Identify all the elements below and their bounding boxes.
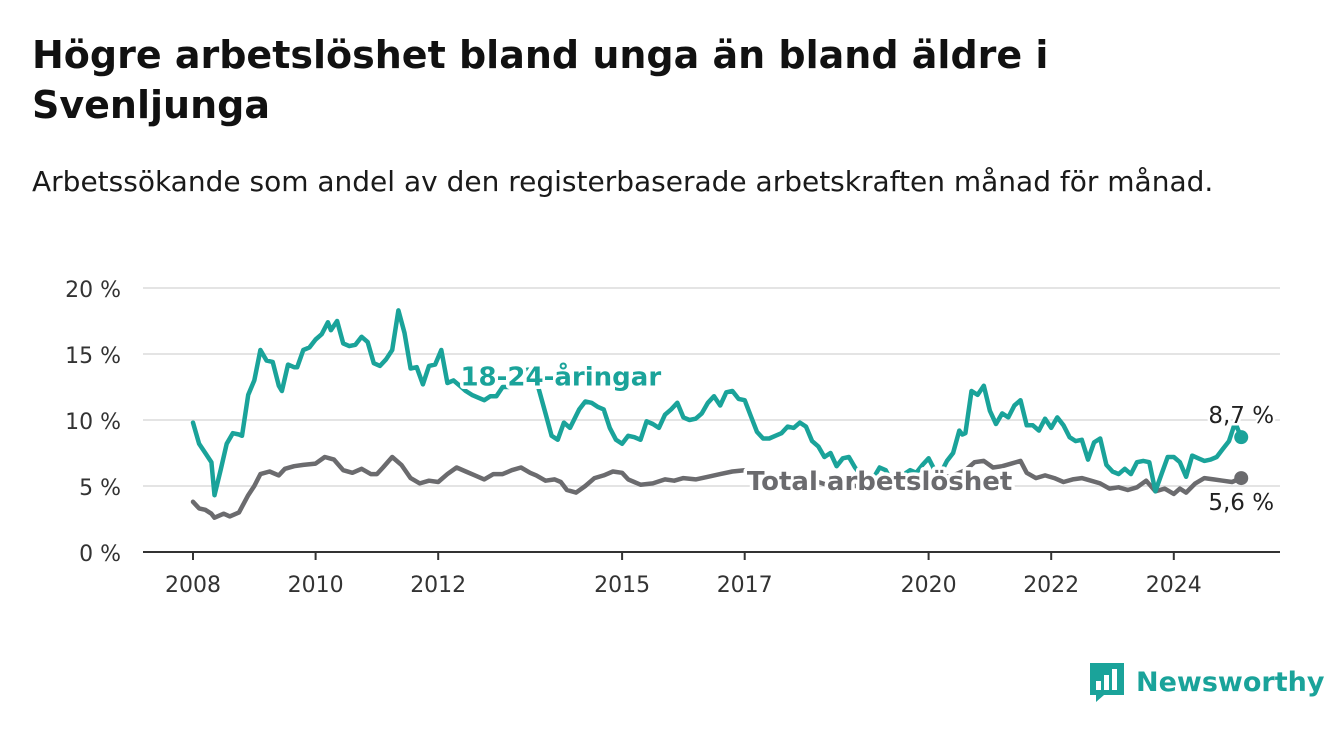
x-tick-label: 2010	[288, 573, 344, 598]
label-layer: 5,6 % 8,7 % 18-24-åringar Total arbetslöshe…	[457, 357, 1277, 518]
series-end-label-youth: 8,7 %	[1208, 403, 1274, 429]
y-tick-label: 10 %	[65, 410, 121, 435]
newsworthy-brand: Newsworthy	[1088, 660, 1324, 704]
series-line-youth	[190, 308, 1244, 498]
series-end-point-youth	[1234, 430, 1249, 445]
x-tick-label: 2012	[410, 573, 466, 598]
y-tick-label: 0 %	[79, 542, 121, 567]
x-tick-label: 2020	[901, 573, 957, 598]
series-label-total: Total arbetslöshet	[747, 467, 1012, 497]
series-end-point-total	[1234, 471, 1249, 486]
series-layer	[190, 308, 1249, 520]
x-tick-label: 2008	[165, 573, 221, 598]
series-line-total	[190, 454, 1244, 520]
grid-layer: 0 % 5 % 10 % 15 % 20 % 2008 2010 2012 2015 2017 20…	[65, 278, 1280, 598]
series-label-youth: 18-24-åringar	[460, 361, 661, 393]
y-tick-label: 15 %	[65, 344, 121, 369]
series-end-label-total: 5,6 %	[1208, 490, 1274, 516]
x-tick-label: 2017	[717, 573, 773, 598]
y-tick-label: 20 %	[65, 278, 121, 303]
x-tick-label: 2022	[1023, 573, 1079, 598]
chart-subtitle: Arbetssökande som andel av den registerb…	[32, 165, 1214, 198]
y-tick-label: 5 %	[79, 476, 121, 501]
chart-title: Högre arbetslöshet bland unga än bland ä…	[32, 33, 1049, 127]
x-tick-label: 2015	[594, 573, 650, 598]
x-tick-label: 2024	[1146, 573, 1202, 598]
brand-name: Newsworthy	[1136, 666, 1325, 698]
bar-chart-logo-icon	[1090, 663, 1124, 702]
